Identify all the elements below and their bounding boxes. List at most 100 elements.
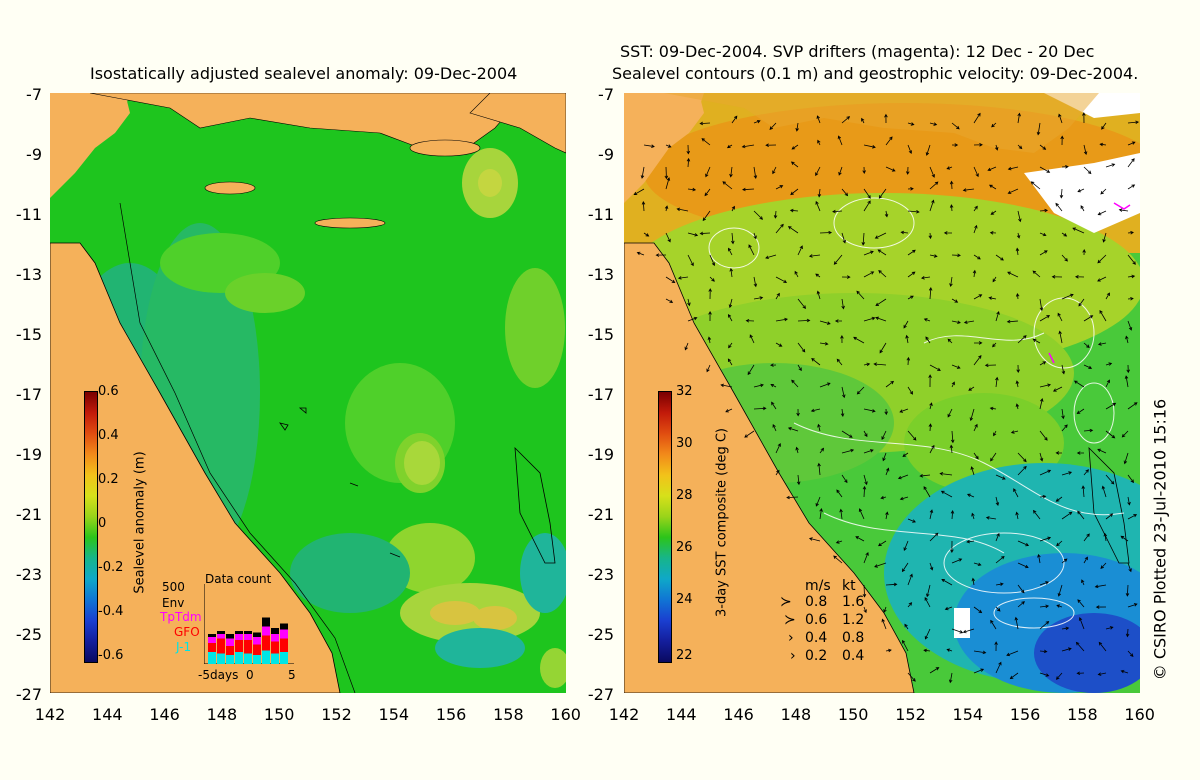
data-count-bar: [226, 638, 234, 646]
velocity-arrow: [775, 342, 783, 347]
velocity-arrow: [987, 166, 997, 172]
velocity-arrow: [951, 628, 964, 634]
velocity-arrow: [1127, 184, 1136, 190]
velocity-arrow: [973, 224, 978, 234]
sst-colorbar-label: 3-day SST composite (deg C): [714, 427, 730, 618]
velocity-arrow: [973, 143, 983, 147]
velocity-arrow: [1105, 474, 1115, 485]
velocity-arrow: [929, 402, 933, 410]
sst-map[interactable]: [624, 93, 1140, 693]
velocity-arrow: [815, 200, 821, 212]
velocity-arrow: [1057, 584, 1063, 597]
velocity-arrow: [905, 334, 909, 344]
velocity-arrow: [949, 276, 953, 288]
velocity-arrow: [901, 562, 909, 573]
velocity-arrow: [1120, 669, 1129, 674]
velocity-arrow: [722, 181, 733, 190]
velocity-arrow: [1014, 616, 1019, 630]
data-count-bar: [244, 653, 252, 664]
velocity-arrow: [1039, 232, 1047, 237]
velocity-arrow: [928, 232, 933, 240]
velocity-arrow: [883, 606, 887, 613]
data-count-bar: [226, 655, 234, 664]
velocity-arrow: [709, 254, 716, 267]
velocity-arrow: [875, 298, 887, 307]
velocity-arrow: [995, 311, 1000, 322]
velocity-arrow: [951, 122, 960, 130]
velocity-arrow: [1083, 556, 1088, 564]
velocity-arrow: [928, 423, 933, 432]
velocity-arrow: [1010, 430, 1019, 434]
y-tick-label: -15: [15, 325, 42, 344]
velocity-arrow: [1017, 144, 1023, 150]
velocity-arrow: [878, 269, 887, 278]
data-count-bar: [244, 631, 252, 634]
data-count-bar: [262, 626, 270, 636]
velocity-arrow: [641, 200, 646, 212]
velocity-arrow: [1101, 122, 1107, 130]
data-count-bar: [253, 637, 261, 645]
velocity-arrow: [879, 342, 887, 354]
velocity-arrow: [929, 254, 938, 258]
velocity-arrow: [1127, 141, 1136, 146]
velocity-arrow: [992, 276, 997, 283]
x-tick-label: 156: [435, 705, 467, 724]
velocity-arrow: [1039, 604, 1050, 609]
velocity-arrow: [1072, 227, 1085, 234]
velocity-arrow: [1039, 430, 1048, 441]
velocity-arrow: [1081, 579, 1085, 586]
velocity-arrow: [833, 555, 843, 564]
velocity-arrow: [665, 177, 671, 190]
velocity-arrow: [765, 254, 777, 260]
velocity-arrow: [925, 336, 931, 344]
velocity-arrow: [795, 446, 799, 454]
velocity-arrow: [1125, 628, 1130, 638]
y-tick-label: -19: [587, 445, 614, 464]
velocity-arrow: [973, 606, 983, 614]
velocity-arrow: [731, 232, 735, 245]
velocity-arrow: [1017, 465, 1027, 476]
data-count-bar: [271, 634, 279, 642]
velocity-arrow: [994, 144, 999, 151]
velocity-arrow: [834, 319, 843, 323]
velocity-arrow: [899, 496, 909, 501]
velocity-arrow: [790, 161, 799, 168]
velocity-arrow: [1083, 342, 1090, 349]
velocity-arrow: [1017, 540, 1030, 547]
velocity-arrow: [924, 628, 931, 640]
velocity-arrow: [840, 408, 845, 417]
x-tick-label: 148: [206, 705, 238, 724]
velocity-arrow: [1039, 494, 1047, 499]
velocity-arrow: [706, 364, 711, 373]
velocity-arrow: [863, 606, 867, 614]
velocity-arrow: [988, 296, 997, 300]
velocity-arrow: [1017, 335, 1027, 344]
velocity-arrow: [664, 205, 669, 212]
velocity-arrow: [835, 540, 843, 544]
velocity-arrow: [745, 318, 755, 323]
velocity-arrow: [753, 166, 758, 179]
velocity-arrow: [861, 117, 865, 124]
velocity-arrow: [995, 606, 1001, 612]
velocity-arrow: [1032, 338, 1041, 344]
velocity-arrow: [819, 508, 823, 520]
y-axis-right: -7 -9 -11 -13 -15 -17 -19 -21 -23 -25 -27: [580, 85, 620, 705]
velocity-arrow: [1015, 403, 1020, 410]
velocity-arrow: [643, 144, 655, 148]
velocity-arrow: [841, 430, 853, 438]
velocity-arrow: [904, 623, 909, 630]
velocity-arrow: [1077, 188, 1085, 193]
velocity-arrow: [929, 444, 935, 454]
sla-map[interactable]: [50, 93, 566, 693]
velocity-arrow: [885, 511, 889, 520]
velocity-arrow: [880, 495, 887, 500]
velocity-arrow: [878, 188, 887, 199]
velocity-arrow: [907, 518, 916, 523]
velocity-arrow: [973, 112, 981, 124]
velocity-arrow: [841, 116, 851, 124]
velocity-arrow: [771, 401, 777, 410]
data-count-bar: [235, 640, 243, 652]
velocity-arrow: [907, 187, 914, 191]
velocity-arrow: [1123, 452, 1129, 465]
velocity-arrow: [1100, 188, 1107, 195]
